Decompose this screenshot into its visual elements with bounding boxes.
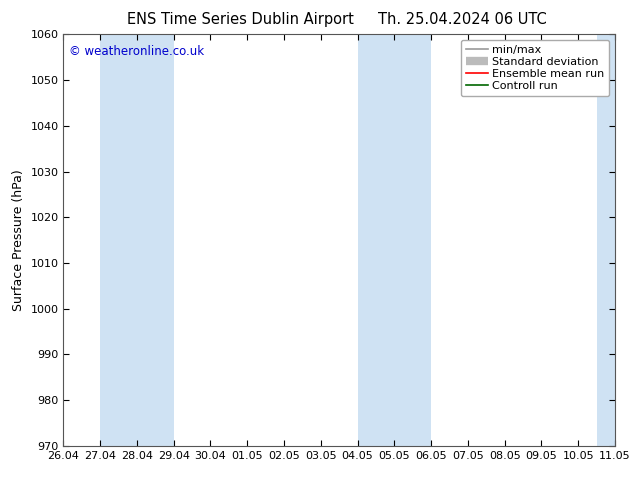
- Bar: [100, 34, 174, 446]
- Text: © weatheronline.co.uk: © weatheronline.co.uk: [69, 45, 204, 58]
- Bar: [358, 34, 431, 446]
- Text: ENS Time Series Dublin Airport: ENS Time Series Dublin Airport: [127, 12, 354, 27]
- Text: Th. 25.04.2024 06 UTC: Th. 25.04.2024 06 UTC: [378, 12, 547, 27]
- Legend: min/max, Standard deviation, Ensemble mean run, Controll run: min/max, Standard deviation, Ensemble me…: [461, 40, 609, 96]
- Bar: [597, 34, 615, 446]
- Y-axis label: Surface Pressure (hPa): Surface Pressure (hPa): [12, 169, 25, 311]
